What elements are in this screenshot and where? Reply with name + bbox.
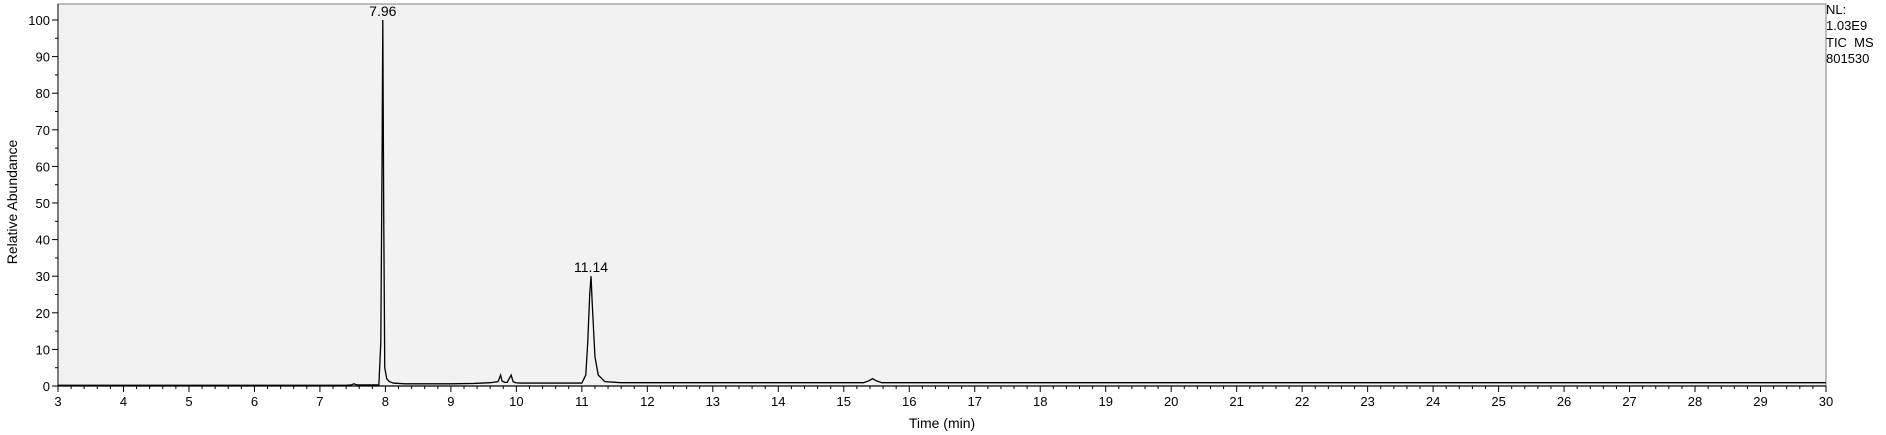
x-tick-label: 21: [1229, 394, 1243, 409]
x-tick-label: 17: [968, 394, 982, 409]
y-tick-label: 40: [36, 233, 50, 248]
x-tick-label: 24: [1426, 394, 1440, 409]
side-label-nl: NL:: [1826, 2, 1846, 17]
x-tick-label: 22: [1295, 394, 1309, 409]
x-tick-label: 6: [251, 394, 258, 409]
y-tick-label: 30: [36, 269, 50, 284]
x-tick-label: 14: [771, 394, 785, 409]
x-axis: 3 4 5 6 7 8 9 10 11 12 13 14 15 16 17 18 19 20 21 22 23 24 25 2…: [54, 386, 1833, 409]
y-tick-label: 50: [36, 196, 50, 211]
y-tick-label: 80: [36, 86, 50, 101]
y-axis: 0 10 20 30 40 50 60 70 80 90 100: [28, 13, 58, 394]
x-tick-label: 15: [837, 394, 851, 409]
x-tick-label: 4: [120, 394, 127, 409]
peak-label: 7.96: [369, 3, 396, 19]
peak-label: 11.14: [574, 259, 608, 275]
y-tick-label: 10: [36, 342, 50, 357]
x-tick-label: 29: [1753, 394, 1767, 409]
y-tick-label: 70: [36, 123, 50, 138]
x-tick-label: 19: [1098, 394, 1112, 409]
x-tick-label: 16: [902, 394, 916, 409]
x-tick-label: 12: [640, 394, 654, 409]
y-tick-label: 60: [36, 159, 50, 174]
x-tick-label: 23: [1360, 394, 1374, 409]
y-tick-label: 100: [28, 13, 50, 28]
x-tick-label: 13: [706, 394, 720, 409]
x-tick-label: 18: [1033, 394, 1047, 409]
x-tick-label: 10: [509, 394, 523, 409]
x-tick-label: 7: [316, 394, 323, 409]
x-axis-label: Time (min): [909, 415, 975, 431]
y-tick-label: 0: [43, 379, 50, 394]
x-tick-label: 26: [1557, 394, 1571, 409]
series-line-tic: [58, 19, 1826, 386]
x-tick-label: 9: [447, 394, 454, 409]
side-info: NL: 1.03E9 TIC MS 801530: [1826, 2, 1874, 66]
y-axis-label: Relative Abundance: [4, 140, 20, 265]
x-tick-label: 11: [575, 394, 589, 409]
side-label-tic-ms: TIC MS: [1826, 35, 1874, 50]
x-tick-label: 28: [1688, 394, 1702, 409]
x-tick-label: 8: [382, 394, 389, 409]
x-tick-label: 25: [1491, 394, 1505, 409]
y-tick-label: 20: [36, 306, 50, 321]
y-tick-label: 90: [36, 50, 50, 65]
peak-annotations: 7.96 11.14: [369, 3, 608, 275]
side-label-scale: 1.03E9: [1826, 18, 1867, 33]
x-tick-label: 20: [1164, 394, 1178, 409]
x-tick-label: 27: [1622, 394, 1636, 409]
x-tick-label: 30: [1819, 394, 1833, 409]
plot-area: [57, 3, 1827, 387]
x-tick-label: 5: [185, 394, 192, 409]
x-tick-label: 3: [54, 394, 61, 409]
side-label-id: 801530: [1826, 51, 1869, 66]
